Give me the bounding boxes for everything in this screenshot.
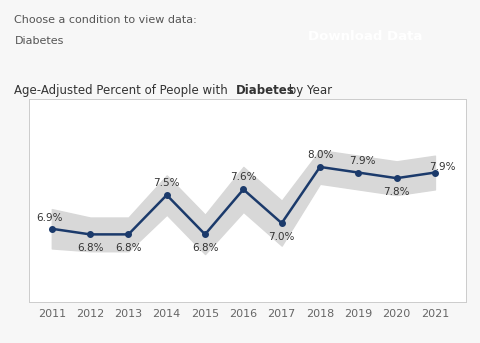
Text: 6.8%: 6.8% [192, 243, 218, 253]
Text: 6.9%: 6.9% [36, 213, 63, 223]
Text: Diabetes: Diabetes [14, 36, 64, 46]
Text: 7.5%: 7.5% [154, 178, 180, 188]
Text: 7.8%: 7.8% [384, 187, 410, 197]
Text: 7.9%: 7.9% [349, 156, 375, 166]
Text: Age-Adjusted Percent of People with: Age-Adjusted Percent of People with [14, 84, 232, 97]
Text: by Year: by Year [285, 84, 332, 97]
Text: Diabetes: Diabetes [235, 84, 294, 97]
Text: 7.0%: 7.0% [268, 232, 295, 241]
Text: 7.9%: 7.9% [430, 162, 456, 172]
Text: 6.8%: 6.8% [77, 243, 103, 253]
Text: 7.6%: 7.6% [230, 172, 257, 182]
Text: Choose a condition to view data:: Choose a condition to view data: [14, 15, 197, 25]
Text: Download Data: Download Data [308, 31, 422, 43]
Text: 8.0%: 8.0% [307, 150, 333, 159]
Text: 6.8%: 6.8% [115, 243, 142, 253]
